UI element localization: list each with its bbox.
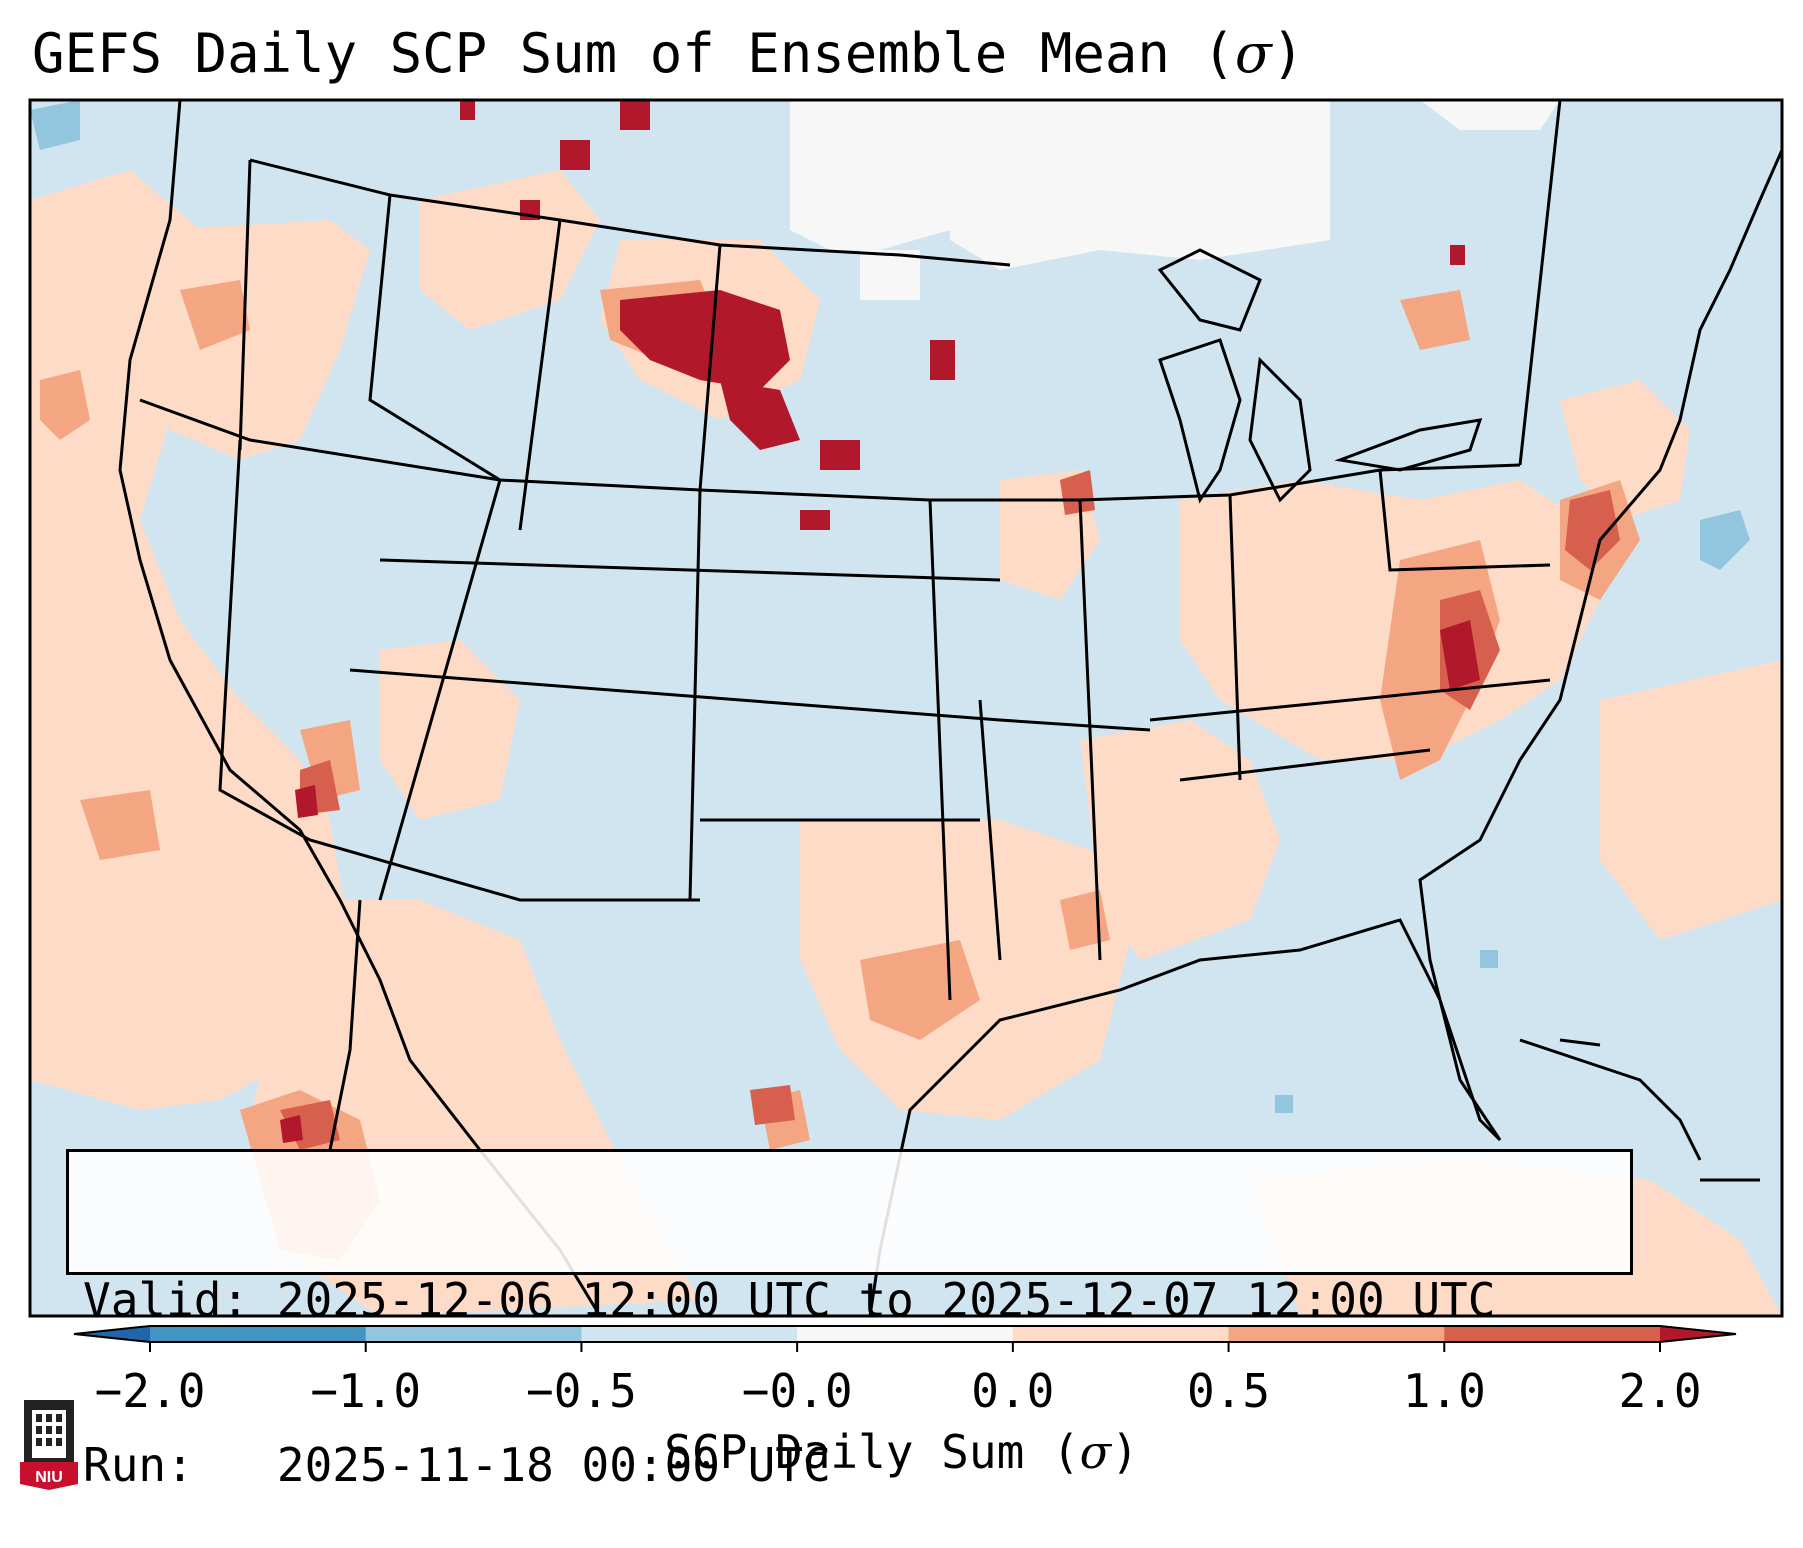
colorbar-tick-label: 0.5 [1187, 1364, 1271, 1418]
colorbar-over-arrow [1660, 1326, 1736, 1342]
niu-logo-text: NIU [35, 1469, 63, 1486]
state-boundaries [139, 100, 1562, 1001]
neutral-region [790, 100, 1560, 300]
colorbar-title: SCP Daily Sum (σ) [664, 1425, 1139, 1479]
valid-run-infobox: Valid: 2025-12-06 12:00 UTC to 2025-12-0… [66, 1149, 1633, 1492]
valid-text: 2025-12-06 12:00 UTC to 2025-12-07 12:00… [276, 1273, 1496, 1327]
colorbar-tick-label: 0.0 [971, 1364, 1055, 1418]
coastlines [118, 100, 1782, 1316]
extreme-high-region [280, 100, 1480, 1143]
negative-region [30, 100, 1750, 1113]
run-line: Run: 2025-11-18 00:00 UTC [83, 1438, 1630, 1493]
colorbar-bin [1228, 1326, 1445, 1342]
colorbar-bin [150, 1326, 367, 1342]
colorbar-tick-label: 1.0 [1402, 1364, 1486, 1418]
colorbar-bin [797, 1326, 1014, 1342]
colorbar-under-arrow [74, 1326, 150, 1342]
colorbar-bin [1012, 1326, 1230, 1342]
colorbar-tick-label: −0.0 [741, 1364, 853, 1418]
colorbar-tick-label: −2.0 [94, 1364, 206, 1418]
colorbar-bin [365, 1326, 582, 1342]
colorbar-bin [1444, 1326, 1661, 1342]
map-frame [28, 98, 1784, 1318]
colorbar [73, 1325, 1737, 1352]
run-text: 2025-11-18 00:00 UTC [276, 1438, 831, 1492]
colorbar-bin [581, 1326, 798, 1342]
colorbar-tick-label: 2.0 [1618, 1364, 1702, 1418]
colorbar-tick-label: −0.5 [526, 1364, 637, 1418]
valid-label: Valid: [83, 1273, 250, 1327]
valid-line: Valid: 2025-12-06 12:00 UTC to 2025-12-0… [83, 1273, 1630, 1328]
chart-title: GEFS Daily SCP Sum of Ensemble Mean (σ) [32, 22, 1305, 85]
run-label: Run: [83, 1438, 194, 1492]
niu-logo: NIU [20, 1400, 78, 1490]
colorbar-tick-label: −1.0 [310, 1364, 422, 1418]
